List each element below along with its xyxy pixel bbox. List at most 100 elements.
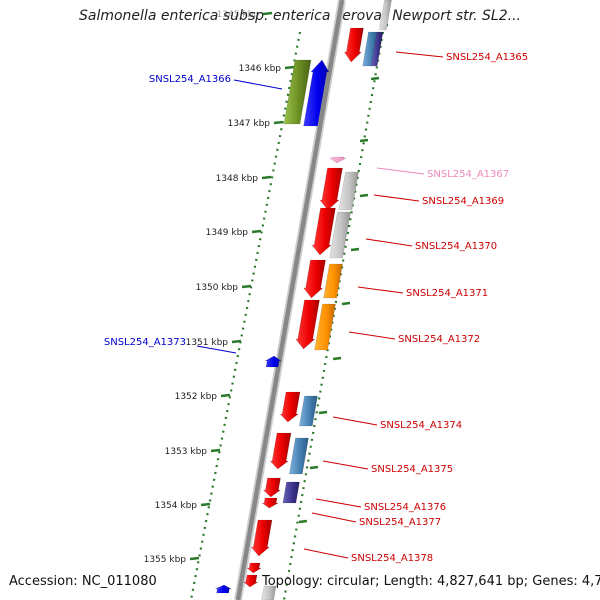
gene-label-snsl254-a1370[interactable]: SNSL254_A1370 bbox=[365, 238, 497, 252]
axis-tick-label: 1348 kbp bbox=[216, 174, 259, 184]
backbone-line bbox=[235, 0, 345, 600]
gene-reverse[interactable] bbox=[269, 432, 292, 470]
gene-reverse[interactable] bbox=[311, 207, 336, 256]
map-title: Salmonella enterica subsp. enterica sero… bbox=[79, 8, 521, 24]
gene-label-text[interactable]: SNSL254_A1369 bbox=[422, 196, 504, 207]
gene-label-text[interactable]: SNSL254_A1372 bbox=[398, 334, 480, 345]
gene-cog[interactable] bbox=[323, 263, 343, 299]
gene-rna[interactable] bbox=[328, 156, 347, 164]
gene-label-snsl254-a1365[interactable]: SNSL254_A1365 bbox=[395, 51, 528, 63]
axis-tick-label: 1352 kbp bbox=[175, 392, 218, 402]
gene-label-text[interactable]: SNSL254_A1370 bbox=[415, 241, 497, 252]
gene-label-snsl254-a1375[interactable]: SNSL254_A1375 bbox=[322, 460, 453, 475]
gene-label-snsl254-a1378[interactable]: SNSL254_A1378 bbox=[303, 548, 433, 564]
leader-line bbox=[303, 548, 349, 559]
leader-line bbox=[233, 79, 283, 90]
gene-label-snsl254-a1372[interactable]: SNSL254_A1372 bbox=[348, 331, 480, 345]
accession-text: Accession: NC_011080 bbox=[9, 574, 157, 589]
axis-tick-label: 1351 kbp bbox=[186, 338, 229, 348]
gene-label-snsl254-a1373[interactable]: SNSL254_A1373 bbox=[104, 337, 237, 354]
gene-label-snsl254-a1366[interactable]: SNSL254_A1366 bbox=[149, 74, 283, 90]
axis-tick-label: 1355 kbp bbox=[144, 555, 187, 565]
gene-label-text[interactable]: SNSL254_A1376 bbox=[364, 502, 446, 513]
track-tick bbox=[370, 76, 380, 81]
gene-reverse[interactable] bbox=[261, 497, 280, 509]
track-tick bbox=[332, 356, 342, 361]
track-tick bbox=[359, 193, 369, 198]
axis-tick-label: 1346 kbp bbox=[239, 64, 282, 74]
axis-tick-label: 1347 kbp bbox=[228, 119, 271, 129]
axis-tick: 1348 kbp bbox=[216, 174, 272, 184]
axis-ticks: 1345 kbp 1346 kbp 1347 kbp 1348 kbp 1349 kbp… bbox=[144, 10, 389, 565]
leader-line bbox=[311, 512, 357, 523]
gene-label-text[interactable]: SNSL254_A1375 bbox=[371, 464, 453, 475]
gene-label-text[interactable]: SNSL254_A1366 bbox=[149, 74, 231, 85]
gene-cog[interactable] bbox=[370, 31, 384, 67]
gene-reverse[interactable] bbox=[343, 27, 364, 63]
gene-cog[interactable] bbox=[282, 481, 300, 504]
leader-line bbox=[373, 194, 420, 202]
gene-label-text[interactable]: SNSL254_A1371 bbox=[406, 288, 488, 299]
gene-label-text[interactable]: SNSL254_A1365 bbox=[446, 52, 528, 63]
gene-label-text[interactable]: SNSL254_A1367 bbox=[427, 169, 509, 180]
gene-cog[interactable] bbox=[314, 303, 336, 351]
axis-tick: 1353 kbp bbox=[165, 447, 221, 457]
gene-forward[interactable] bbox=[303, 59, 330, 127]
gene-cog[interactable] bbox=[288, 437, 309, 475]
gene-labels: SNSL254_A1365 SNSL254_A1366 SNSL254_A1367 S… bbox=[104, 51, 528, 564]
gene-reverse[interactable] bbox=[262, 477, 282, 498]
gene-reverse[interactable] bbox=[279, 391, 301, 423]
genome-summary: Topology: circular; Length: 4,827,641 bp… bbox=[262, 574, 600, 589]
gene-label-text[interactable]: SNSL254_A1377 bbox=[359, 517, 441, 528]
axis-tick: 1352 kbp bbox=[175, 392, 231, 402]
gene-label-snsl254-a1376[interactable]: SNSL254_A1376 bbox=[315, 498, 446, 513]
gene-reverse[interactable] bbox=[303, 259, 326, 299]
track-tick bbox=[341, 301, 351, 306]
gene-label-text[interactable]: SNSL254_A1374 bbox=[380, 420, 462, 431]
gene-label-snsl254-a1367[interactable]: SNSL254_A1367 bbox=[376, 167, 509, 180]
axis-tick: 1354 kbp bbox=[155, 501, 211, 511]
axis-tick: 1345 kbp bbox=[217, 10, 273, 20]
leader-line bbox=[395, 51, 444, 58]
leader-line bbox=[348, 331, 396, 340]
gene-reverse[interactable] bbox=[319, 167, 343, 211]
gene-forward[interactable] bbox=[263, 355, 283, 368]
axis-tick: 1347 kbp bbox=[228, 119, 284, 129]
gene-reverse[interactable] bbox=[246, 562, 263, 574]
leader-line bbox=[332, 416, 378, 426]
gene-label-snsl254-a1371[interactable]: SNSL254_A1371 bbox=[357, 286, 488, 299]
leader-line bbox=[315, 498, 362, 508]
leader-line bbox=[376, 167, 425, 175]
gene-label-snsl254-a1369[interactable]: SNSL254_A1369 bbox=[373, 194, 504, 207]
gene-cog[interactable] bbox=[298, 395, 318, 427]
gene-cog[interactable] bbox=[378, 0, 392, 31]
axis-tick: 1351 kbp bbox=[186, 338, 242, 348]
axis-tick: 1350 kbp bbox=[196, 283, 252, 293]
track-tick bbox=[350, 247, 360, 252]
axis-tick: 1346 kbp bbox=[239, 64, 295, 74]
gene-label-text[interactable]: SNSL254_A1373 bbox=[104, 337, 186, 348]
axis-tick-label: 1345 kbp bbox=[217, 10, 260, 20]
track-tick bbox=[298, 519, 308, 524]
reverse-track-line bbox=[282, 31, 385, 600]
axis-tick-label: 1354 kbp bbox=[155, 501, 198, 511]
gene-cog[interactable] bbox=[338, 171, 359, 211]
gene-reverse[interactable] bbox=[250, 519, 273, 557]
gene-cog[interactable] bbox=[329, 211, 351, 259]
gene-reverse[interactable] bbox=[295, 299, 320, 350]
leader-line bbox=[357, 286, 404, 294]
gene-label-text[interactable]: SNSL254_A1378 bbox=[351, 553, 433, 564]
gene-cog[interactable] bbox=[283, 59, 312, 125]
gene-cog[interactable] bbox=[261, 585, 277, 600]
gene-label-snsl254-a1377[interactable]: SNSL254_A1377 bbox=[311, 512, 441, 528]
gene-features bbox=[215, 0, 392, 600]
leader-line bbox=[322, 460, 369, 470]
gene-label-snsl254-a1374[interactable]: SNSL254_A1374 bbox=[332, 416, 462, 431]
gene-forward[interactable] bbox=[215, 584, 232, 594]
axis-tick: 1355 kbp bbox=[144, 555, 200, 565]
gene-reverse[interactable] bbox=[242, 574, 259, 588]
axis-tick: 1349 kbp bbox=[206, 228, 262, 238]
track-tick bbox=[309, 465, 319, 470]
track-tick bbox=[359, 138, 369, 143]
